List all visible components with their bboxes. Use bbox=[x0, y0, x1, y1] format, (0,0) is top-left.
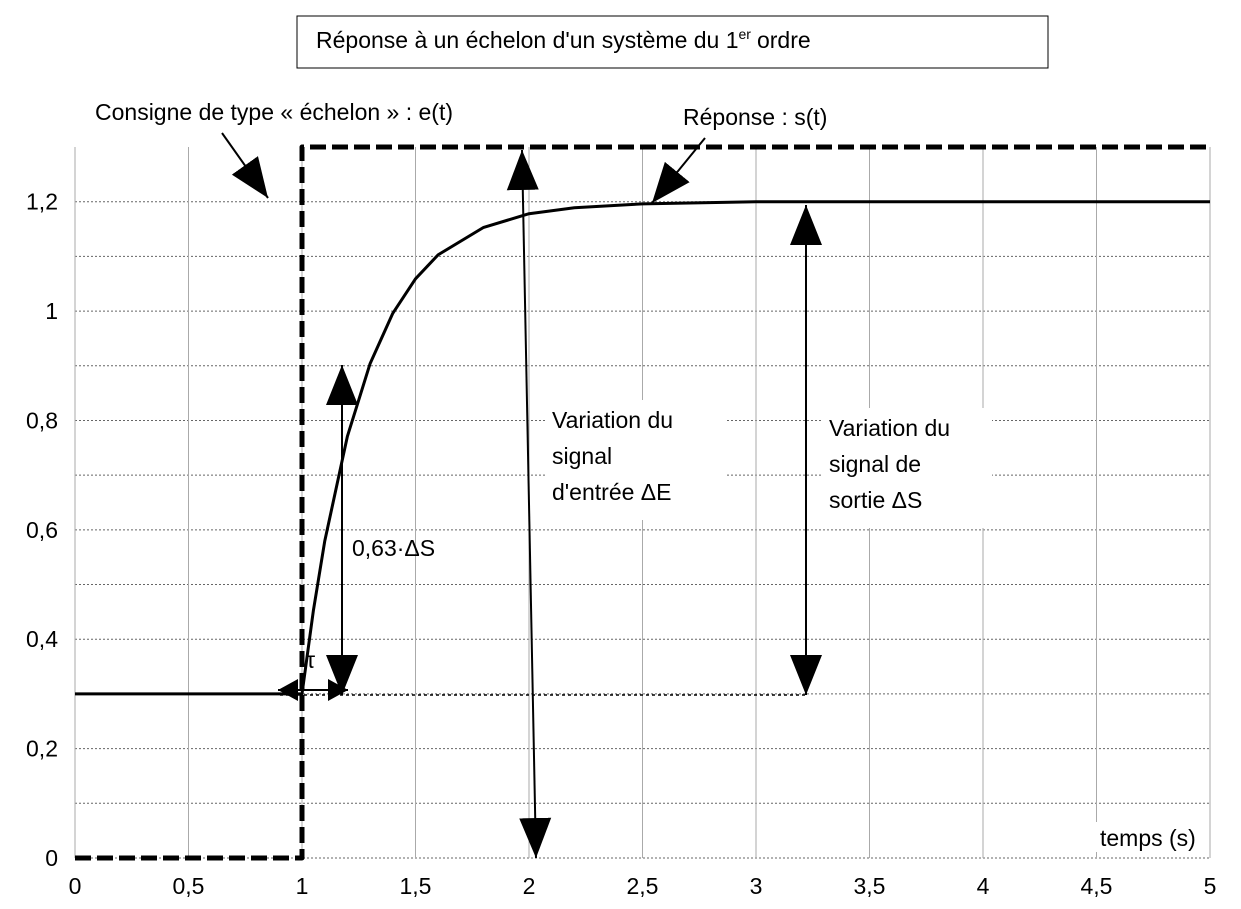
title-end: ordre bbox=[757, 27, 811, 53]
x-tick-label: 4 bbox=[977, 873, 990, 899]
x-tick-label: 4,5 bbox=[1081, 873, 1113, 899]
annotation: Variation du bbox=[552, 407, 673, 433]
annotation: 0,63·ΔS bbox=[352, 535, 435, 561]
y-tick-label: 0,4 bbox=[26, 626, 58, 652]
y-tick-label: 0,8 bbox=[26, 407, 58, 433]
y-tick-label: 0 bbox=[45, 845, 58, 871]
label-bg bbox=[1095, 822, 1205, 852]
x-tick-label: 2 bbox=[523, 873, 536, 899]
annotation: d'entrée ΔE bbox=[552, 479, 672, 505]
arrow bbox=[651, 137, 706, 204]
annotation: τ bbox=[306, 647, 315, 673]
label-bg bbox=[822, 408, 992, 528]
y-tick-label: 0,2 bbox=[26, 736, 58, 762]
annotation: Variation du bbox=[829, 415, 950, 441]
x-tick-label: 3,5 bbox=[854, 873, 886, 899]
title-main: Réponse à un échelon d'un système du 1 bbox=[316, 27, 739, 53]
series-line bbox=[75, 200, 1210, 696]
series-line bbox=[75, 144, 1210, 861]
x-tick-label: 1 bbox=[296, 873, 309, 899]
x-axis-label: temps (s) bbox=[1100, 825, 1196, 851]
plot bbox=[75, 144, 1210, 861]
arrow bbox=[221, 132, 269, 199]
annotation: sortie ΔS bbox=[829, 487, 922, 513]
series-label: Réponse : s(t) bbox=[683, 104, 827, 130]
label-bg bbox=[545, 400, 725, 520]
annotation: signal bbox=[552, 443, 612, 469]
x-tick-label: 0 bbox=[69, 873, 82, 899]
y-tick-label: 0,6 bbox=[26, 517, 58, 543]
series-label: Consigne de type « échelon » : e(t) bbox=[95, 99, 453, 125]
y-tick-label: 1,2 bbox=[26, 189, 58, 215]
x-tick-label: 2,5 bbox=[627, 873, 659, 899]
annotation: signal de bbox=[829, 451, 921, 477]
x-tick-label: 5 bbox=[1204, 873, 1217, 899]
annotations: Variation du signal d'entrée ΔE Variation d… bbox=[221, 132, 950, 859]
y-tick-label: 1 bbox=[45, 298, 58, 324]
title-box bbox=[296, 15, 1049, 69]
x-tick-label: 0,5 bbox=[173, 873, 205, 899]
x-tick-label: 1,5 bbox=[400, 873, 432, 899]
x-tick-label: 3 bbox=[750, 873, 763, 899]
chart-title: Réponse à un échelon d'un système du 1er… bbox=[316, 26, 811, 53]
grid: 0 0,2 0,4 0,6 0,8 1 1,2 0 0,5 1 1,5 2 2,5 3 3,5 4 4,5 5 bbox=[26, 147, 1216, 899]
title-sup: er bbox=[739, 26, 752, 42]
arrow bbox=[506, 149, 552, 859]
